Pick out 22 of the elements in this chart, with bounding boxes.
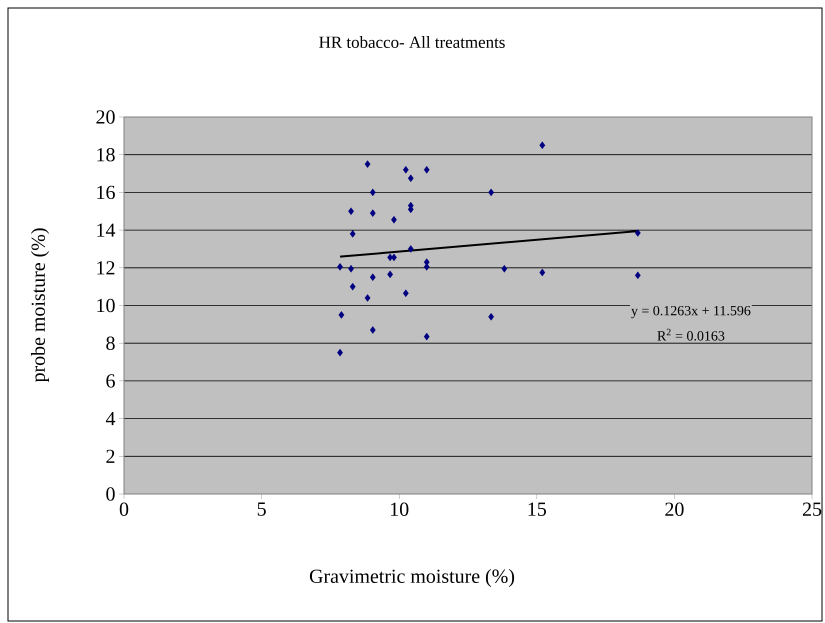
x-axis-title: Gravimetric moisture (%) xyxy=(310,568,514,588)
y-tick-label: 4 xyxy=(106,412,116,426)
x-tick-label: 0 xyxy=(120,502,128,516)
annotation: R$^{2}$ = 0.0163 xyxy=(657,328,724,341)
x-tick-label: 15 xyxy=(528,502,546,516)
y-tick-label: 16 xyxy=(97,186,115,200)
y-tick-label: 18 xyxy=(97,148,115,162)
y-tick-label: 20 xyxy=(96,110,115,124)
annotation: y = 0.1263x + 11.596 xyxy=(631,306,750,318)
y-tick-label: 14 xyxy=(97,224,116,237)
x-tick-label: 5 xyxy=(258,502,266,516)
y-axis-title: probe moisture (%) xyxy=(30,228,50,382)
x-tick-label: 25 xyxy=(802,502,822,516)
y-tick-label: 8 xyxy=(106,336,115,350)
x-tick-label: 10 xyxy=(390,502,408,516)
chart-title: HR tobacco- All treatments xyxy=(319,36,505,48)
x-tick-label: 20 xyxy=(665,502,684,516)
y-tick-label: 6 xyxy=(106,374,115,388)
y-tick-label: 10 xyxy=(97,298,115,312)
y-tick-label: 12 xyxy=(97,261,114,274)
y-tick-label: 2 xyxy=(106,450,114,463)
y-tick-label: 0 xyxy=(106,487,115,501)
